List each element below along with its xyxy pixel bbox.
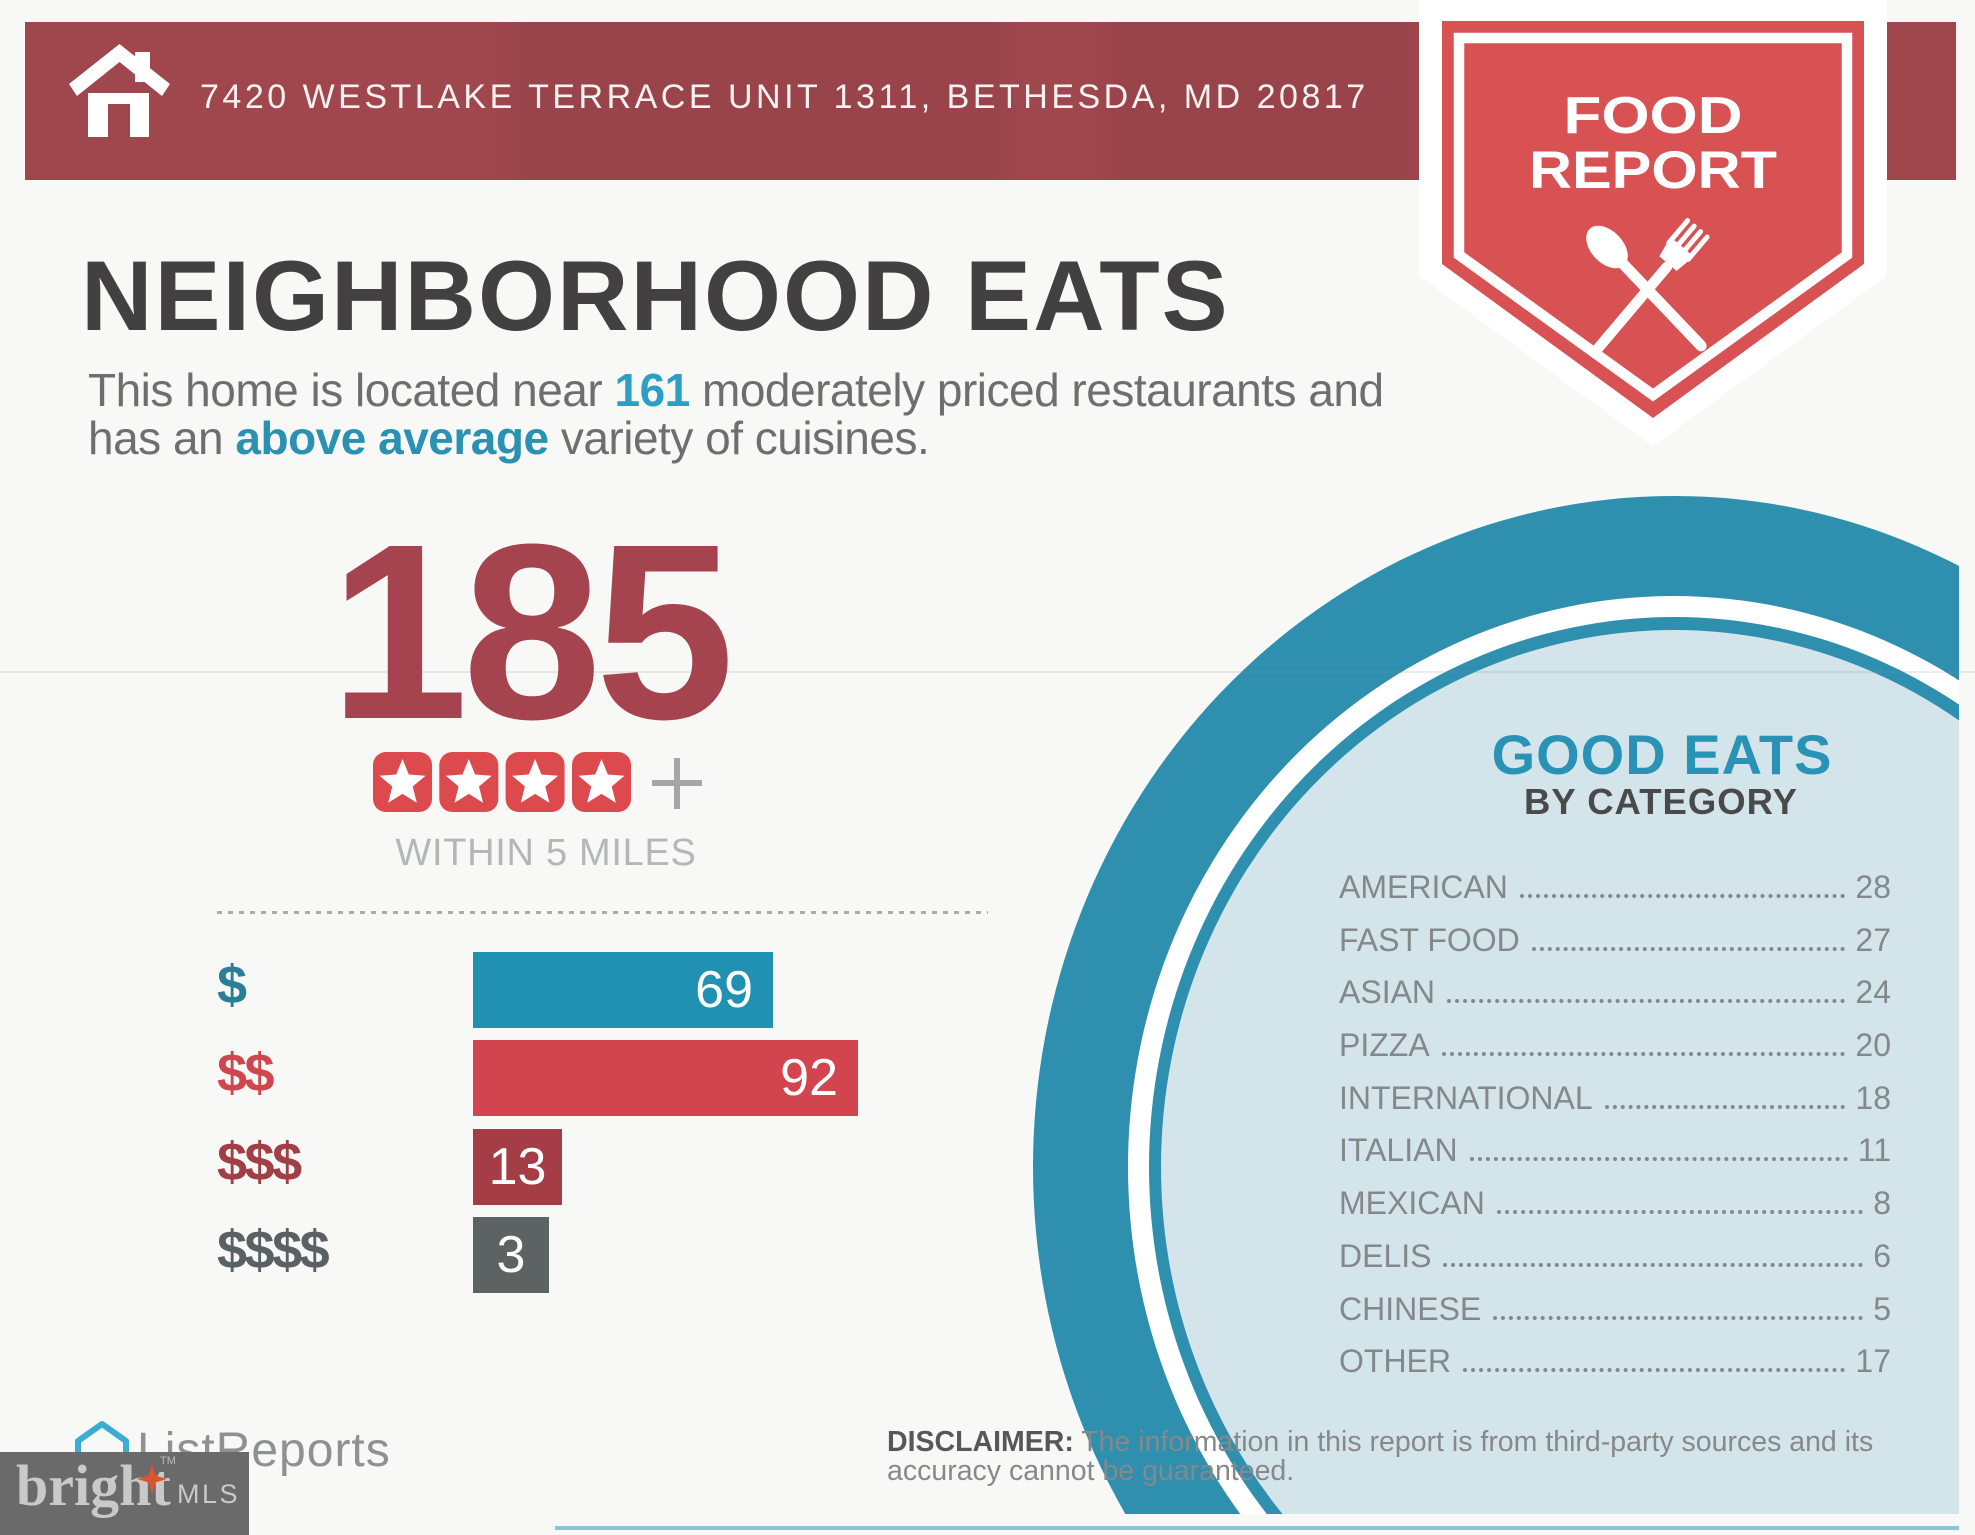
svg-text:REPORT: REPORT xyxy=(1529,141,1777,200)
svg-text:FOOD: FOOD xyxy=(1564,87,1743,145)
